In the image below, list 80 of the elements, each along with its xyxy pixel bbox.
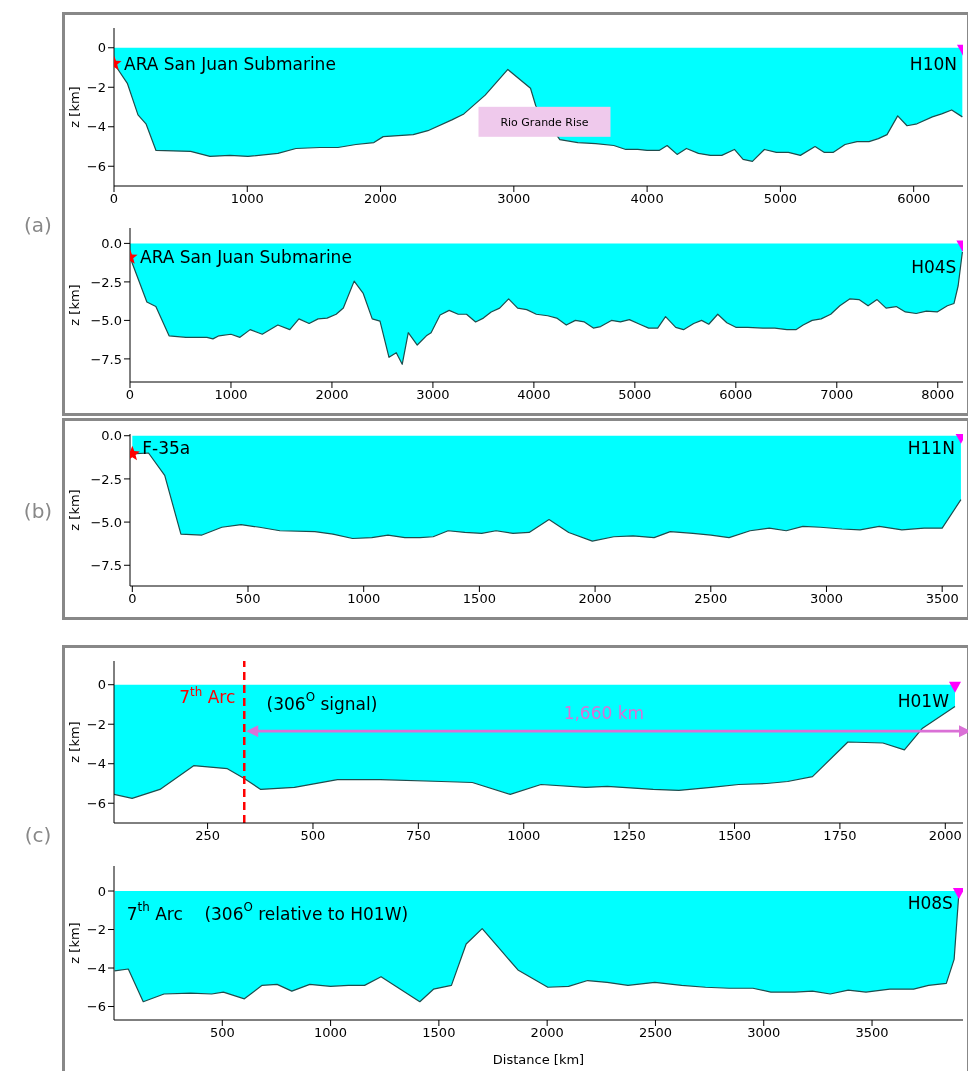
y-tick-label: −2: [86, 922, 106, 938]
x-tick-label: 1500: [462, 591, 496, 607]
y-tick-label: 0: [97, 883, 106, 899]
x-tick-label: 4000: [517, 387, 551, 403]
x-axis-title: Distance [km]: [492, 1052, 585, 1067]
x-tick-label: 1500: [422, 1025, 456, 1041]
x-tick-label: 8000: [921, 387, 955, 403]
x-tick-label: 2000: [928, 828, 962, 844]
annotation: H08S: [907, 892, 953, 913]
annotation: ARA San Juan Submarine: [140, 247, 352, 268]
annotation: H10N: [909, 53, 957, 74]
x-tick-label: 2500: [694, 591, 728, 607]
y-tick-label: −4: [86, 756, 106, 772]
y-tick-label: −6: [86, 158, 106, 174]
y-tick-label: 0.0: [101, 236, 122, 252]
y-axis-title: z [km]: [66, 86, 82, 128]
x-tick-label: 1000: [507, 828, 541, 844]
x-tick-label: 1250: [612, 828, 646, 844]
y-axis-title: z [km]: [66, 284, 82, 326]
y-tick-label: −2.5: [90, 274, 122, 290]
x-tick-label: 2000: [364, 191, 398, 207]
x-tick-label: 1750: [823, 828, 857, 844]
x-tick-label: 3000: [747, 1025, 781, 1041]
x-tick-label: 2000: [315, 387, 349, 403]
x-tick-label: 6000: [719, 387, 753, 403]
text: (b): [23, 499, 53, 523]
x-tick-label: 500: [300, 828, 326, 844]
annotation: H11N: [907, 437, 955, 458]
x-tick-label: 3500: [855, 1025, 889, 1041]
annotation: ARA San Juan Submarine: [124, 53, 336, 74]
annotation: F-35a: [142, 437, 191, 458]
y-tick-label: −5.0: [90, 514, 122, 530]
x-tick-label: 2000: [578, 591, 612, 607]
x-tick-label: 6000: [897, 191, 931, 207]
x-tick-label: 4000: [630, 191, 664, 207]
ref-line-label: 7$^{th}$ Arc: [179, 685, 236, 707]
x-tick-label: 500: [209, 1025, 235, 1041]
y-tick-label: −6: [86, 795, 106, 811]
x-tick-label: 3000: [497, 191, 531, 207]
y-axis-title: z [km]: [66, 489, 82, 531]
text: (c): [24, 823, 52, 847]
y-axis-title: z [km]: [66, 721, 82, 763]
x-tick-label: 7000: [820, 387, 854, 403]
y-tick-label: −4: [86, 960, 106, 976]
x-tick-label: 3000: [809, 591, 844, 607]
y-tick-label: −7.5: [90, 557, 122, 573]
y-tick-label: 0: [97, 677, 106, 693]
annotation: 1,660 km: [563, 703, 645, 724]
x-tick-label: 1000: [230, 191, 264, 207]
x-tick-label: 5000: [618, 387, 652, 403]
annotation: (306$^{O}$ signal): [266, 690, 378, 715]
text: (a): [24, 213, 52, 237]
y-tick-label: −4: [86, 119, 106, 135]
y-tick-label: −7.5: [90, 351, 122, 367]
annotation: Rio Grande Rise: [500, 115, 589, 129]
x-tick-label: 250: [195, 828, 220, 844]
x-tick-label: 5000: [763, 191, 797, 207]
y-tick-label: −6: [86, 999, 106, 1015]
x-tick-label: 3000: [416, 387, 450, 403]
x-tick-label: 1500: [717, 828, 752, 844]
annotation: H04S: [911, 256, 957, 277]
y-tick-label: −2: [86, 716, 106, 732]
x-tick-label: 2500: [638, 1025, 672, 1041]
x-tick-label: 1000: [214, 387, 248, 403]
annotation: 7$^{th}$ Arc (306$^{O}$ relative to H01W): [126, 900, 409, 925]
x-tick-label: 1000: [347, 591, 381, 607]
y-tick-label: −2.5: [90, 471, 122, 487]
y-axis-title: z [km]: [66, 922, 82, 964]
x-tick-label: 0: [125, 387, 135, 403]
x-tick-label: 3500: [925, 591, 959, 607]
annotation: H01W: [897, 690, 950, 711]
x-tick-label: 500: [235, 591, 261, 607]
x-tick-label: 0: [128, 591, 137, 607]
x-tick-label: 1000: [314, 1025, 348, 1041]
y-tick-label: −5.0: [90, 313, 122, 329]
y-tick-label: 0: [97, 40, 106, 56]
y-tick-label: 0.0: [101, 428, 122, 444]
y-tick-label: −2: [86, 79, 106, 95]
x-tick-label: 2000: [530, 1025, 564, 1041]
x-tick-label: 750: [405, 828, 431, 844]
